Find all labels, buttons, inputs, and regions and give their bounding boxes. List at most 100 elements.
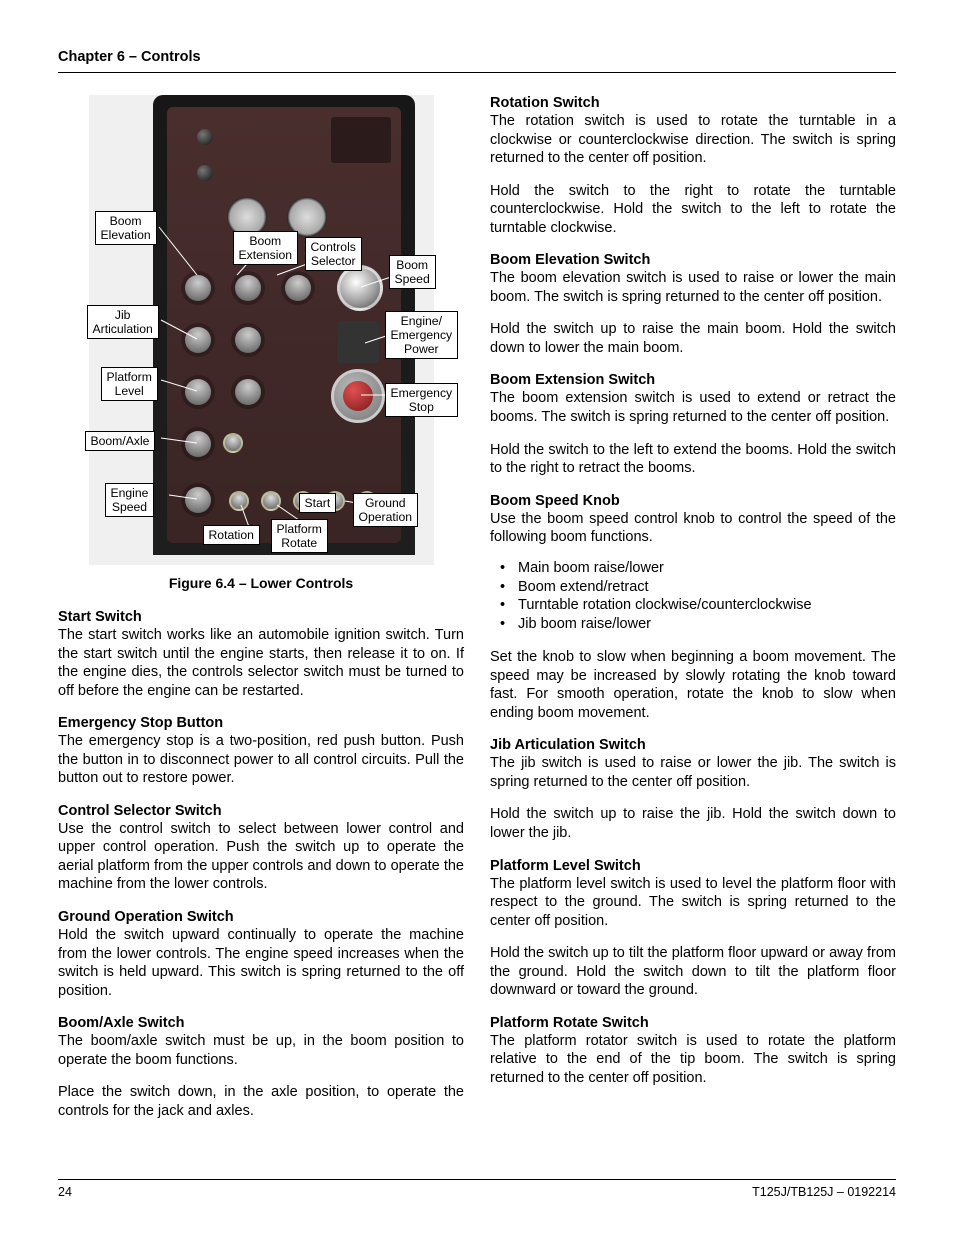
speed-knob-icon [337,265,383,311]
section-title: Control Selector Switch [58,803,464,819]
paragraph: The start switch works like an automobil… [58,626,464,700]
section-body: The jib switch is used to raise or lower… [490,754,896,842]
section: Boom Elevation SwitchThe boom elevation … [490,252,896,357]
section: Ground Operation SwitchHold the switch u… [58,909,464,1000]
section-title: Jib Articulation Switch [490,737,896,753]
paragraph: Set the knob to slow when beginning a bo… [490,648,896,722]
paragraph: Place the switch down, in the axle posit… [58,1083,464,1120]
toggle-icon [197,165,213,181]
switch-row [185,275,311,301]
switch-icon [185,275,211,301]
section-body: Use the control switch to select between… [58,820,464,894]
switch-icon [235,327,261,353]
paragraph: The boom extension switch is used to ext… [490,389,896,426]
section-body: The boom/axle switch must be up, in the … [58,1032,464,1120]
callout-boom-extension: BoomExtension [233,231,299,265]
page-footer: 24 T125J/TB125J – 0192214 [58,1179,896,1199]
section: Boom/Axle SwitchThe boom/axle switch mus… [58,1015,464,1120]
callout-ground-operation: GroundOperation [353,493,419,527]
estop-icon [331,369,385,423]
left-sections: Start SwitchThe start switch works like … [58,609,464,1120]
section-body: The boom elevation switch is used to rai… [490,269,896,357]
switch-icon [229,491,249,511]
paragraph: Hold the switch up to raise the jib. Hol… [490,805,896,842]
section-title: Start Switch [58,609,464,625]
paragraph: The emergency stop is a two-position, re… [58,732,464,788]
section-body: Hold the switch upward continually to op… [58,926,464,1000]
switch-icon [223,433,243,453]
section-title: Emergency Stop Button [58,715,464,731]
section-body: The platform rotator switch is used to r… [490,1032,896,1088]
switch-icon [185,379,211,405]
section-body: The rotation switch is used to rotate th… [490,112,896,237]
section-body: The boom extension switch is used to ext… [490,389,896,477]
section: Rotation SwitchThe rotation switch is us… [490,95,896,237]
paragraph: Use the control switch to select between… [58,820,464,894]
callout-rotation: Rotation [203,525,260,545]
paragraph: Hold the switch up to tilt the platform … [490,944,896,1000]
callout-boom-elevation: BoomElevation [95,211,157,245]
section: Boom Extension SwitchThe boom extension … [490,372,896,477]
chapter-title: Chapter 6 – Controls [58,49,201,65]
switch-icon [185,327,211,353]
section: Platform Level SwitchThe platform level … [490,858,896,1000]
section-title: Boom/Axle Switch [58,1015,464,1031]
section-title: Rotation Switch [490,95,896,111]
callout-platform-rotate: PlatformRotate [271,519,328,553]
page-number: 24 [58,1185,72,1199]
paragraph: The platform level switch is used to lev… [490,875,896,931]
callout-controls-selector: ControlsSelector [305,237,362,271]
paragraph: Hold the switch up to raise the main boo… [490,320,896,357]
list-item: Turntable rotation clockwise/countercloc… [518,596,896,615]
section: Emergency Stop ButtonThe emergency stop … [58,715,464,788]
callout-engine-speed: EngineSpeed [105,483,155,517]
section: Control Selector SwitchUse the control s… [58,803,464,894]
paragraph: The boom elevation switch is used to rai… [490,269,896,306]
callout-boom-speed: BoomSpeed [389,255,436,289]
switch-icon [235,379,261,405]
left-column: BoomElevation BoomExtension ControlsSele… [58,95,464,1135]
section-title: Ground Operation Switch [58,909,464,925]
panel-inner [167,107,401,543]
switch-row [185,379,261,405]
engine-power-icon [337,321,379,363]
section-title: Boom Elevation Switch [490,252,896,268]
callout-boom-axle: Boom/Axle [85,431,156,451]
protection-plate [331,117,391,163]
list-item: Main boom raise/lower [518,559,896,578]
figure-6-4: BoomElevation BoomExtension ControlsSele… [89,95,434,565]
section: Start SwitchThe start switch works like … [58,609,464,700]
right-sections: Rotation SwitchThe rotation switch is us… [490,95,896,1087]
callout-jib-articulation: JibArticulation [87,305,159,339]
paragraph: The boom/axle switch must be up, in the … [58,1032,464,1069]
section-body: Use the boom speed control knob to contr… [490,510,896,723]
switch-icon [285,275,311,301]
section-title: Platform Rotate Switch [490,1015,896,1031]
figure-caption: Figure 6.4 – Lower Controls [58,575,464,591]
switch-icon [185,431,211,457]
callout-platform-level: PlatformLevel [101,367,158,401]
bullet-list: Main boom raise/lowerBoom extend/retract… [490,559,896,634]
section-body: The emergency stop is a two-position, re… [58,732,464,788]
switch-icon [235,275,261,301]
section-title: Boom Speed Knob [490,493,896,509]
section: Platform Rotate SwitchThe platform rotat… [490,1015,896,1088]
paragraph: The rotation switch is used to rotate th… [490,112,896,168]
toggle-icon [197,129,213,145]
list-item: Boom extend/retract [518,578,896,597]
callout-start: Start [299,493,337,513]
section-title: Platform Level Switch [490,858,896,874]
switch-row [185,327,261,353]
callout-emergency-stop: EmergencyStop [385,383,459,417]
content-columns: BoomElevation BoomExtension ControlsSele… [58,95,896,1135]
switch-icon [185,487,211,513]
paragraph: Use the boom speed control knob to contr… [490,510,896,547]
right-column: Rotation SwitchThe rotation switch is us… [490,95,896,1135]
section-title: Boom Extension Switch [490,372,896,388]
paragraph: The platform rotator switch is used to r… [490,1032,896,1088]
small-panel [223,433,243,453]
callout-engine-emergency-power: Engine/EmergencyPower [385,311,459,359]
paragraph: Hold the switch to the right to rotate t… [490,182,896,238]
doc-id: T125J/TB125J – 0192214 [752,1185,896,1199]
list-item: Jib boom raise/lower [518,615,896,634]
